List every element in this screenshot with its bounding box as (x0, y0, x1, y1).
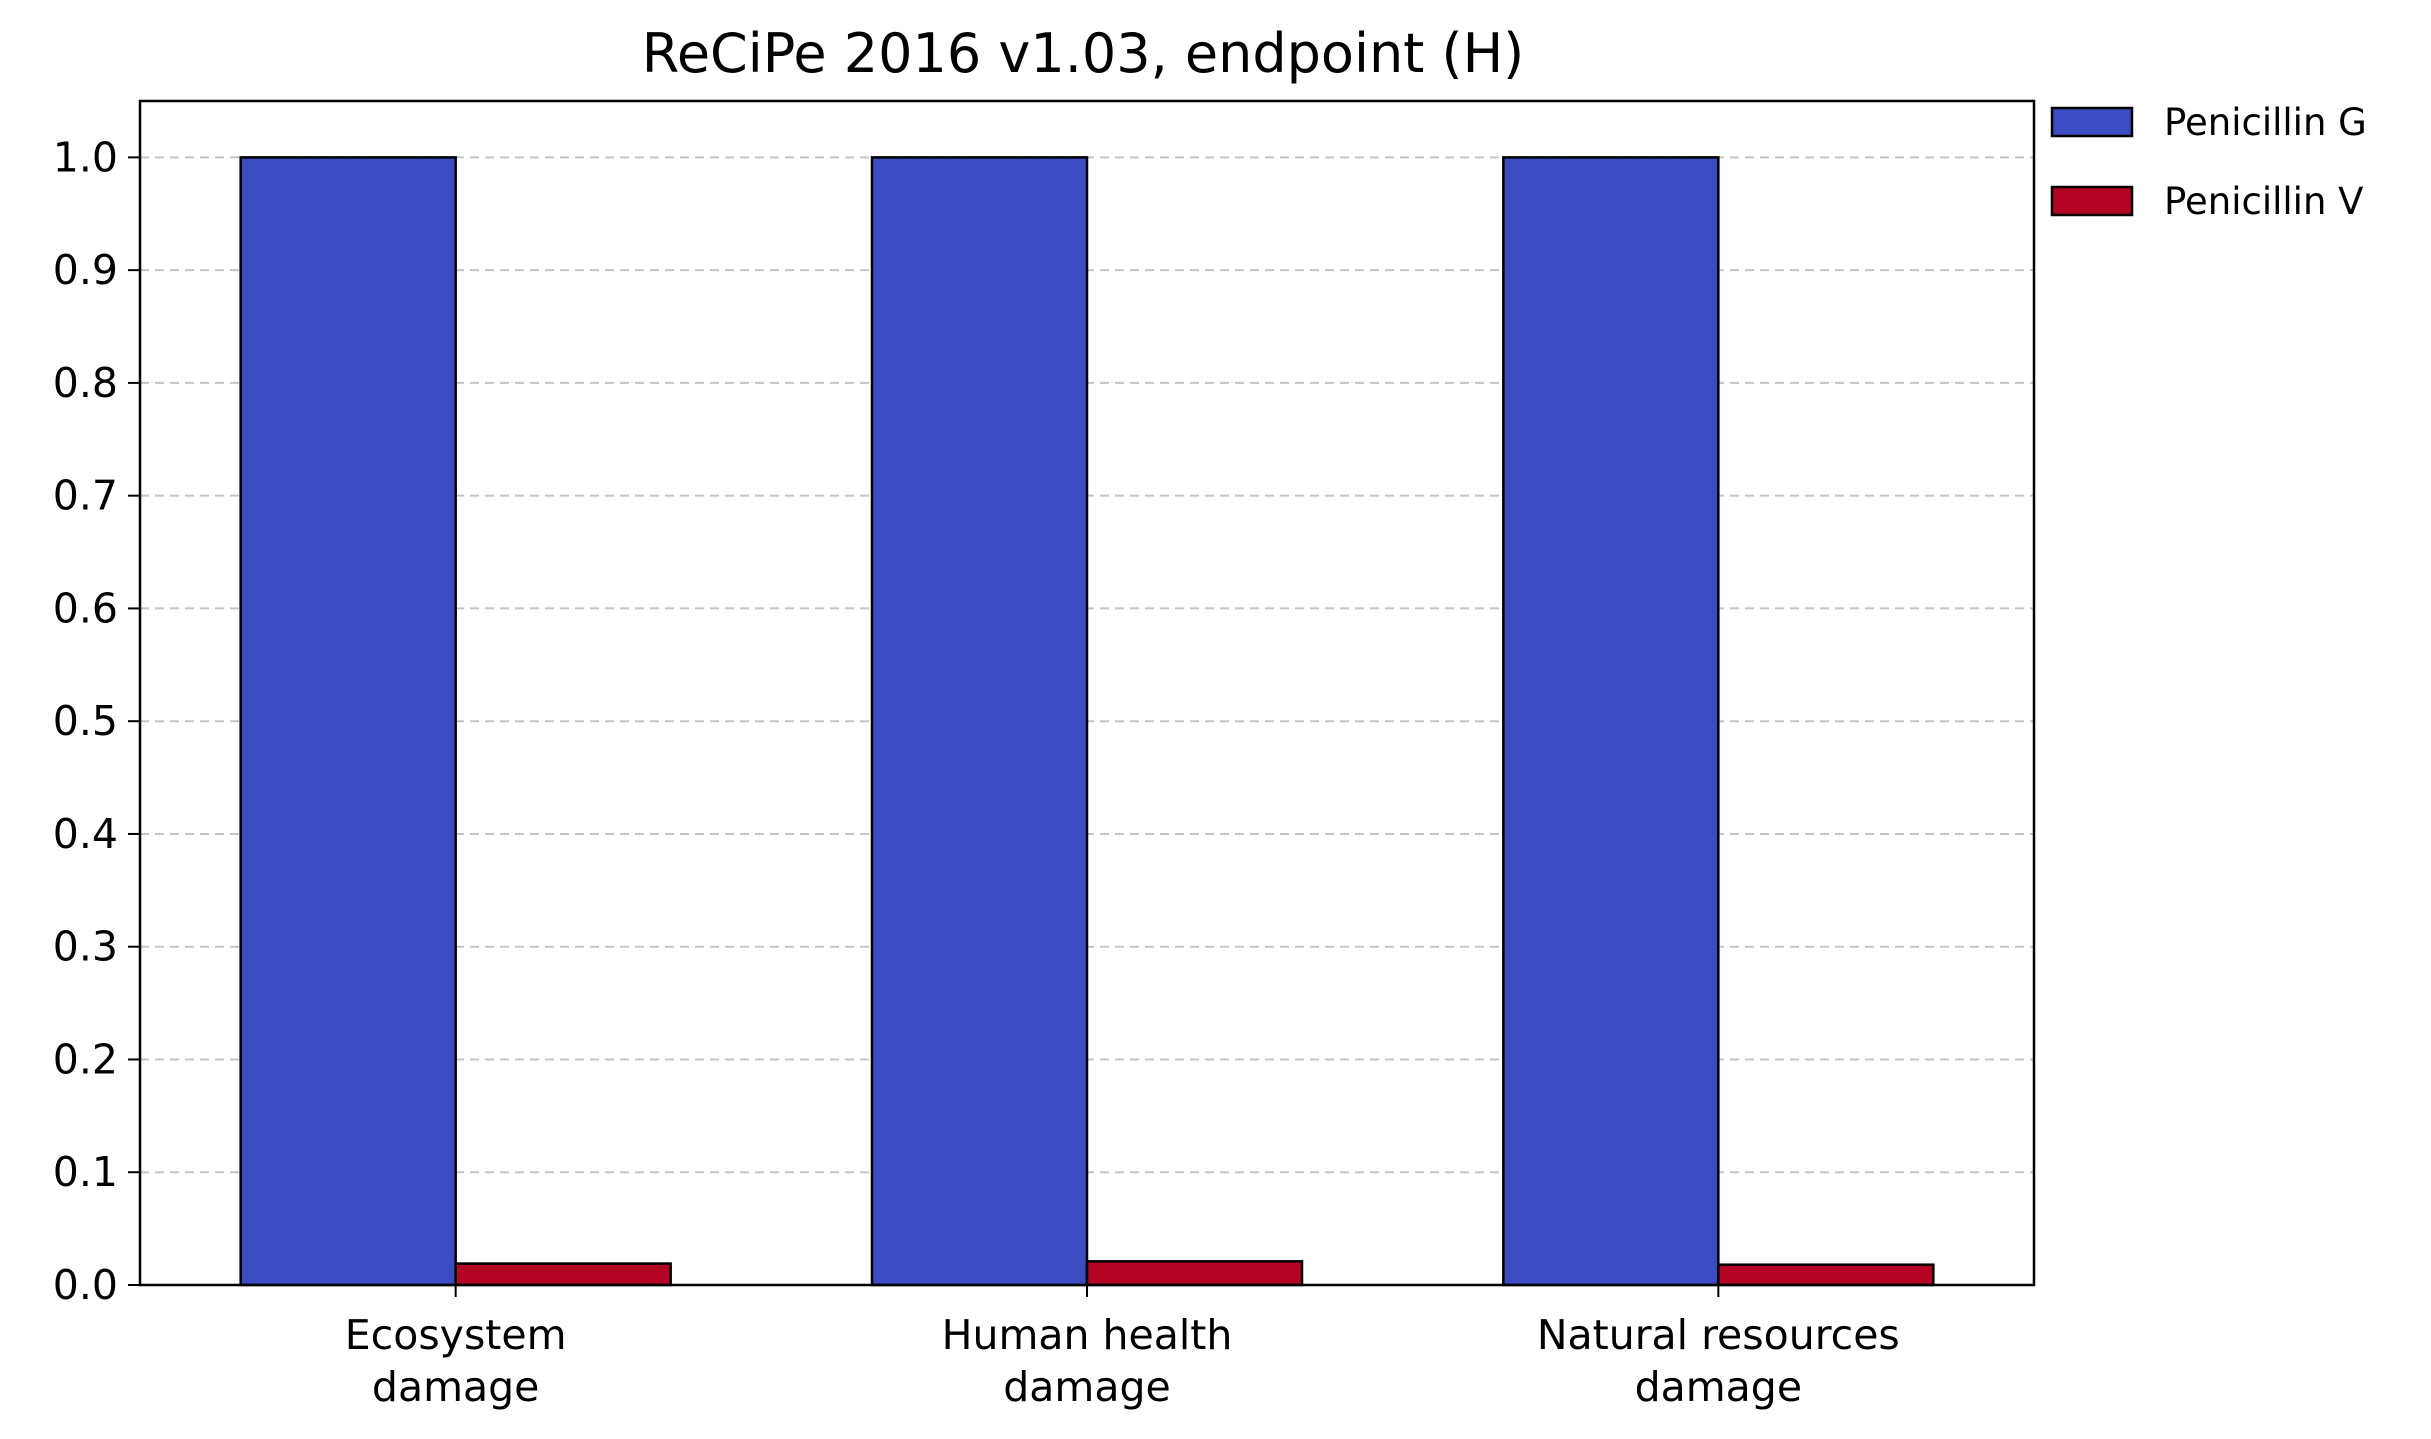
legend-label: Penicillin G (2164, 101, 2367, 144)
bar-penicillin-g (870, 156, 1089, 1287)
bar-penicillin-g (1502, 156, 1720, 1287)
y-tick-label: 0.6 (53, 584, 118, 632)
legend-swatch (2050, 185, 2134, 217)
y-tick-label: 0.1 (53, 1148, 118, 1196)
y-tick-label: 0.3 (53, 923, 118, 971)
y-axis: 0.0 0.1 0.2 0.3 0.4 0.5 0.6 0.7 0.8 0.9 1.0 (53, 133, 140, 1309)
y-tick-label: 0.5 (53, 697, 118, 745)
bar-penicillin-v (1717, 1263, 1935, 1287)
legend: Penicillin G Penicillin V (2050, 101, 2367, 223)
legend-swatch (2050, 106, 2134, 138)
y-tick-label: 1.0 (53, 133, 118, 181)
bar-penicillin-v (454, 1262, 672, 1287)
legend-label: Penicillin V (2164, 180, 2363, 223)
x-tick-label: damage (1635, 1363, 1802, 1411)
x-tick-label: Human health (942, 1311, 1233, 1359)
x-tick-label: Ecosystem (345, 1311, 567, 1359)
x-tick-label: damage (372, 1363, 539, 1411)
x-tick-label: Natural resources (1537, 1311, 1900, 1359)
y-tick-label: 0.4 (53, 810, 118, 858)
x-tick-label: damage (1003, 1363, 1170, 1411)
y-tick-label: 0.8 (53, 359, 118, 407)
bars (239, 156, 1935, 1287)
y-tick-label: 0.9 (53, 246, 118, 294)
chart-title: ReCiPe 2016 v1.03, endpoint (H) (642, 22, 1525, 85)
y-tick-label: 0.2 (53, 1035, 118, 1083)
y-tick-label: 0.7 (53, 472, 118, 520)
bar-penicillin-g (239, 156, 457, 1287)
y-tick-label: 0.0 (53, 1261, 118, 1309)
bar-penicillin-v (1085, 1260, 1304, 1287)
